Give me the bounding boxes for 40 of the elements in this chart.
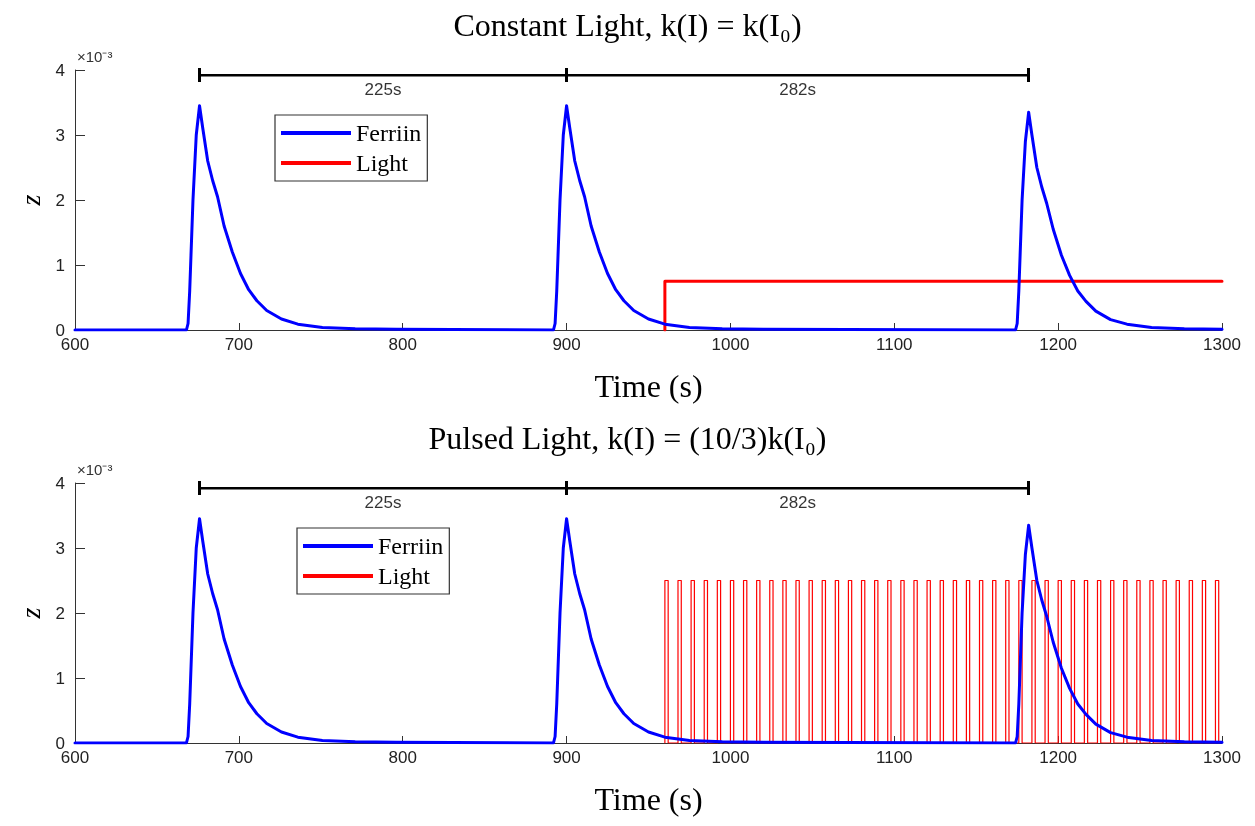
x-tick-label: 1000 — [711, 335, 750, 354]
y-axis-title: z — [15, 607, 47, 620]
x-tick-label: 1300 — [1203, 335, 1241, 354]
x-tick-label: 1300 — [1203, 748, 1241, 767]
legend-label: Light — [378, 563, 431, 589]
chart-title: Pulsed Light, k(I) = (10/3)k(I₀) — [428, 420, 827, 456]
y-tick-label: 1 — [55, 668, 65, 688]
x-tick-label: 1000 — [711, 748, 750, 767]
annotation: 282s — [779, 80, 817, 100]
y-tick-label: 2 — [55, 603, 65, 623]
x-axis-title: Time (s) — [594, 781, 703, 817]
x-tick-label: 900 — [552, 335, 581, 354]
y-tick-label: 4 — [55, 60, 65, 80]
x-tick-label: 800 — [388, 748, 417, 767]
x-tick-label: 1100 — [876, 335, 913, 354]
x-tick-label: 700 — [224, 748, 254, 767]
y-tick-label: 1 — [55, 255, 65, 275]
x-tick-label: 900 — [552, 748, 581, 767]
legend-label: Ferriin — [378, 533, 444, 559]
text: ×10⁻³ — [77, 47, 113, 66]
y-tick-label: 3 — [55, 538, 65, 558]
text: ×10⁻³ — [77, 460, 113, 479]
x-tick-label: 1100 — [876, 748, 913, 767]
annotation: 225s — [364, 80, 402, 100]
x-tick-label: 1200 — [1039, 748, 1078, 767]
x-tick-label: 600 — [60, 335, 90, 354]
y-tick-label: 4 — [55, 473, 65, 493]
legend-label: Ferriin — [356, 120, 422, 146]
x-tick-label: 1200 — [1039, 335, 1078, 354]
annotation: 225s — [364, 493, 402, 513]
x-tick-label: 800 — [388, 335, 417, 354]
y-tick-label: 3 — [55, 125, 65, 145]
x-tick-label: 600 — [60, 748, 90, 767]
y-axis-title: z — [15, 194, 47, 207]
x-tick-label: 700 — [224, 335, 254, 354]
y-tick-label: 2 — [55, 190, 65, 210]
chart-title: Constant Light, k(I) = k(I₀) — [453, 7, 802, 43]
legend-label: Light — [356, 150, 409, 176]
x-axis-title: Time (s) — [594, 368, 703, 404]
annotation: 282s — [779, 493, 817, 513]
